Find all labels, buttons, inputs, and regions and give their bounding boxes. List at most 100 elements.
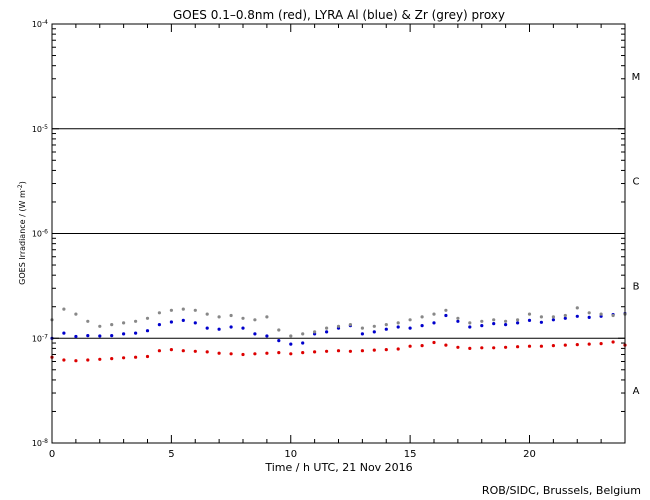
data-point [384, 327, 388, 331]
data-point [336, 349, 341, 353]
data-point [575, 343, 579, 347]
data-point [539, 344, 544, 348]
data-point [62, 358, 66, 362]
y-tick-base-4: 10 [32, 20, 42, 29]
data-point [516, 321, 520, 325]
data-point [145, 329, 150, 333]
data-point [98, 357, 102, 361]
data-point [205, 350, 209, 354]
data-point [265, 351, 269, 355]
data-point [181, 318, 185, 322]
x-tick-label-0: 0 [49, 449, 55, 460]
data-point [229, 352, 233, 356]
data-point [551, 344, 556, 348]
data-point [551, 315, 556, 319]
data-point [193, 321, 197, 325]
y-tick-base-2: 10 [32, 230, 42, 239]
x-axis-label: Time / h UTC, 21 Nov 2016 [264, 461, 412, 474]
data-point [277, 328, 281, 332]
data-point [98, 324, 102, 328]
data-point [456, 319, 460, 323]
data-point [372, 324, 376, 328]
data-point [289, 352, 293, 356]
data-point [360, 349, 364, 353]
data-point [420, 324, 424, 328]
data-point [492, 346, 496, 350]
data-point [456, 345, 460, 349]
y-tick-label-2: 10-6 [32, 229, 48, 239]
data-point [432, 312, 436, 316]
data-point [325, 349, 329, 353]
data-point [217, 315, 221, 319]
data-point [516, 345, 520, 349]
y-tick-label-1: 10-7 [32, 333, 48, 343]
data-point [408, 326, 412, 330]
data-point [372, 348, 376, 352]
data-point [277, 339, 281, 343]
data-point [611, 313, 615, 318]
data-point [313, 330, 317, 334]
data-point [145, 316, 150, 320]
series-0 [50, 340, 627, 363]
data-point [348, 323, 352, 327]
data-point [193, 349, 197, 353]
y-axis-label: GOES Irradiance / (W m-2) [17, 181, 27, 285]
data-point [181, 349, 185, 353]
data-point [265, 334, 269, 338]
y-tick-exponent-3: -5 [42, 124, 48, 131]
data-point [587, 315, 591, 319]
data-point [360, 332, 364, 336]
data-point [217, 351, 221, 355]
data-point [98, 334, 102, 338]
x-tick-label-3: 15 [404, 449, 417, 460]
y-axis-label-close: ) [18, 181, 27, 184]
data-point [122, 332, 126, 336]
series-1 [50, 312, 627, 346]
data-point [563, 343, 567, 347]
data-point [134, 355, 138, 359]
flare-class-label-c: C [633, 177, 640, 188]
data-point [241, 316, 245, 320]
data-point [468, 346, 472, 350]
chart-title: GOES 0.1–0.8nm (red), LYRA Al (blue) & Z… [173, 8, 505, 22]
data-point [301, 351, 305, 355]
data-point [396, 325, 400, 329]
data-point [74, 334, 78, 339]
data-point [444, 343, 448, 347]
data-point [563, 313, 567, 318]
data-point [289, 342, 293, 346]
y-tick-exponent-2: -6 [42, 229, 48, 236]
data-point [492, 318, 496, 322]
data-point [432, 340, 436, 345]
data-point [325, 326, 329, 330]
data-point [62, 331, 66, 335]
data-point [527, 312, 532, 316]
data-point [277, 351, 281, 355]
data-point [110, 357, 114, 361]
data-point [599, 314, 603, 318]
data-point [587, 311, 591, 315]
data-point [241, 352, 245, 357]
data-point [110, 334, 114, 338]
data-point [551, 318, 556, 322]
flare-class-label-a: A [633, 386, 640, 397]
data-point [253, 318, 257, 322]
data-point [396, 321, 400, 325]
flare-class-label-b: B [633, 281, 640, 292]
data-point [527, 318, 532, 322]
data-point [360, 326, 364, 330]
flare-class-label-m: M [632, 72, 641, 83]
data-point [145, 354, 150, 359]
y-tick-label-3: 10-5 [32, 124, 48, 134]
data-point [205, 326, 209, 330]
data-point [444, 308, 448, 312]
data-point [468, 321, 472, 325]
y-axis-label-text: GOES Irradiance / (W m [18, 190, 27, 285]
data-point [169, 348, 173, 352]
data-point [384, 323, 388, 327]
data-point [86, 334, 90, 338]
data-point [575, 314, 579, 318]
data-point [480, 346, 484, 350]
